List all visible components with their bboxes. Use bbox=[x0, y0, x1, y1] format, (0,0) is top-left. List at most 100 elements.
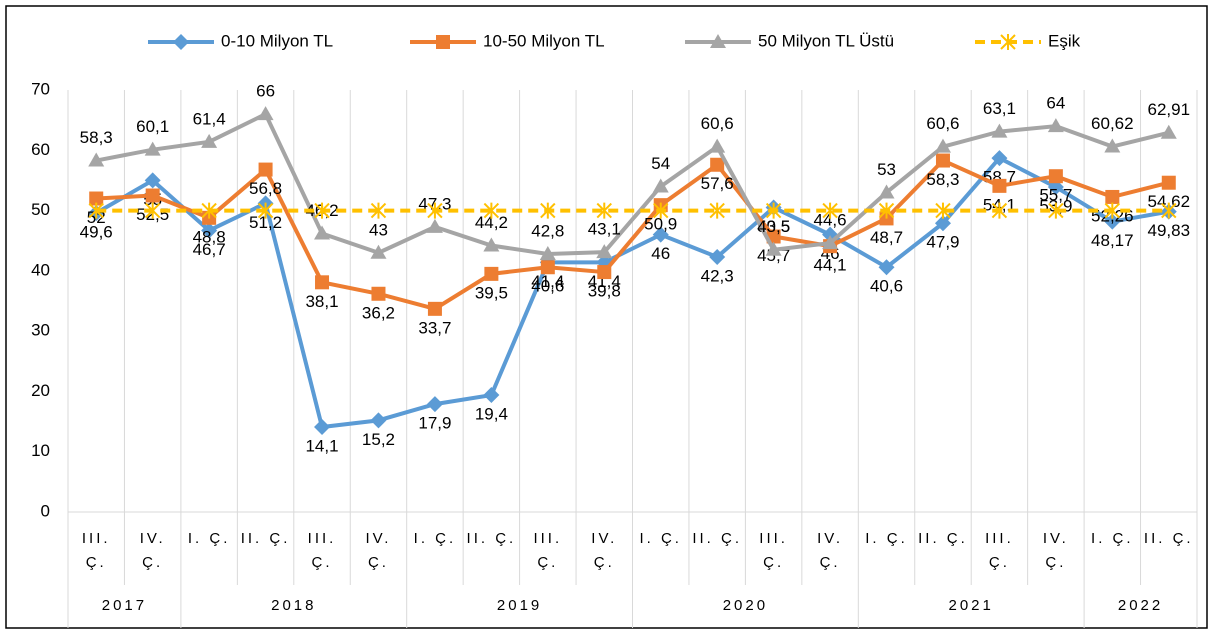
x-tick-label: II. Ç. bbox=[1143, 530, 1194, 547]
data-point bbox=[144, 202, 161, 219]
data-label: 56,8 bbox=[249, 179, 282, 198]
data-label: 14,1 bbox=[305, 436, 338, 455]
year-label: 2018 bbox=[271, 597, 316, 614]
x-tick-label: III. Ç. bbox=[81, 530, 111, 571]
data-point bbox=[1047, 118, 1064, 133]
x-tick-label: III. Ç. bbox=[533, 530, 563, 571]
chart-border bbox=[5, 5, 1208, 629]
data-point bbox=[596, 244, 613, 259]
data-label: 50,9 bbox=[644, 215, 677, 234]
data-point bbox=[540, 260, 555, 275]
x-tick-label: II. Ç. bbox=[240, 530, 291, 547]
data-point bbox=[1105, 189, 1120, 204]
year-label: 2017 bbox=[102, 597, 147, 614]
data-point bbox=[483, 387, 500, 404]
data-label: 54 bbox=[651, 154, 670, 173]
x-tick-label: IV. Ç. bbox=[1042, 530, 1069, 571]
data-point bbox=[992, 178, 1007, 193]
data-point bbox=[257, 106, 274, 121]
data-label: 54,62 bbox=[1148, 192, 1191, 211]
y-tick-label: 60 bbox=[31, 140, 50, 159]
x-tick-label: II. Ç. bbox=[466, 530, 517, 547]
data-point bbox=[426, 396, 443, 413]
data-point bbox=[371, 286, 386, 301]
series-line bbox=[96, 158, 1170, 311]
data-point bbox=[370, 202, 387, 219]
data-point bbox=[88, 152, 105, 167]
data-point bbox=[765, 241, 782, 256]
data-point bbox=[935, 153, 950, 168]
data-point bbox=[935, 202, 951, 219]
data-label: 53 bbox=[877, 160, 896, 179]
data-label: 48,7 bbox=[870, 228, 903, 247]
data-point bbox=[822, 235, 839, 250]
data-point bbox=[144, 141, 161, 156]
data-point bbox=[597, 265, 612, 280]
legend-marker bbox=[1000, 34, 1016, 50]
data-label: 43,5 bbox=[757, 217, 790, 236]
data-point bbox=[315, 275, 330, 290]
x-tick-label: III. Ç. bbox=[307, 530, 337, 571]
data-label: 40,6 bbox=[870, 277, 903, 296]
x-tick-label: II. Ç. bbox=[692, 530, 742, 547]
data-label: 19,4 bbox=[475, 405, 508, 424]
y-tick-label: 50 bbox=[31, 200, 50, 219]
data-label: 60,1 bbox=[136, 117, 169, 136]
data-point bbox=[709, 138, 726, 153]
legend-marker bbox=[436, 35, 450, 49]
data-point bbox=[1048, 169, 1063, 184]
data-label: 60,62 bbox=[1091, 114, 1134, 133]
x-tick-label: IV. Ç. bbox=[817, 530, 844, 571]
x-tick-label: IV. Ç. bbox=[591, 530, 618, 571]
data-point bbox=[878, 259, 895, 276]
y-tick-label: 10 bbox=[31, 441, 50, 460]
data-point bbox=[934, 138, 951, 153]
data-label: 63,1 bbox=[983, 99, 1016, 118]
year-label: 2022 bbox=[1118, 597, 1163, 614]
data-point bbox=[1104, 213, 1121, 230]
data-label: 55,7 bbox=[1039, 186, 1072, 205]
data-point bbox=[991, 202, 1008, 219]
data-point bbox=[427, 202, 443, 219]
data-label: 15,2 bbox=[362, 430, 395, 449]
legend-label: 10-50 Milyon TL bbox=[483, 31, 605, 50]
data-label: 40,6 bbox=[531, 277, 564, 296]
year-label: 2019 bbox=[497, 597, 542, 614]
data-label: 60,6 bbox=[926, 114, 959, 133]
data-point bbox=[1161, 175, 1176, 190]
data-label: 44,6 bbox=[814, 211, 847, 230]
data-label: 62,91 bbox=[1148, 100, 1191, 119]
data-label: 44,2 bbox=[475, 213, 508, 232]
data-point bbox=[314, 225, 331, 240]
data-point bbox=[878, 202, 895, 219]
data-label: 58,3 bbox=[926, 170, 959, 189]
data-label: 48,8 bbox=[193, 227, 226, 246]
data-label: 38,1 bbox=[305, 292, 338, 311]
x-tick-label: IV. Ç. bbox=[365, 530, 392, 571]
x-tick-label: I. Ç. bbox=[413, 530, 457, 547]
data-point bbox=[427, 301, 442, 316]
data-label: 42,8 bbox=[531, 221, 564, 240]
data-point bbox=[370, 244, 387, 259]
data-point bbox=[144, 172, 161, 189]
data-point bbox=[596, 202, 612, 219]
data-point bbox=[1048, 202, 1064, 219]
data-label: 57,6 bbox=[701, 174, 734, 193]
y-tick-label: 40 bbox=[31, 260, 50, 279]
data-point bbox=[709, 248, 726, 265]
data-label: 49,83 bbox=[1148, 221, 1191, 240]
data-point bbox=[258, 162, 273, 177]
data-label: 58,3 bbox=[80, 128, 113, 147]
year-label: 2021 bbox=[949, 597, 994, 614]
legend-marker bbox=[710, 34, 726, 48]
data-label: 39,8 bbox=[588, 282, 621, 301]
data-label: 64 bbox=[1046, 94, 1065, 113]
data-label: 66 bbox=[256, 82, 275, 101]
data-point bbox=[822, 202, 838, 219]
data-point bbox=[201, 202, 217, 219]
data-point bbox=[483, 237, 500, 252]
data-point bbox=[709, 202, 725, 219]
data-point bbox=[88, 202, 104, 219]
